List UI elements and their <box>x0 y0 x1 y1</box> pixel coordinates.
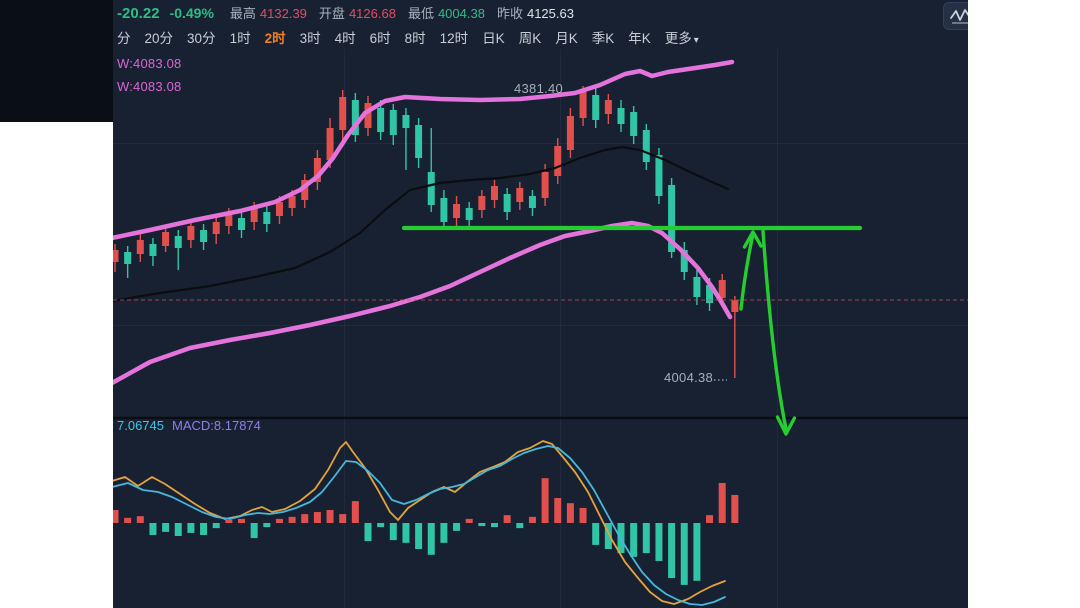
indicator-settings-button[interactable] <box>943 2 968 30</box>
tab-4时[interactable]: 4时 <box>334 31 356 46</box>
stat-最高: 最高 4132.39 <box>230 3 307 22</box>
macd-dea-line <box>111 445 726 606</box>
pulse-line-icon <box>950 9 968 24</box>
chevron-down-icon: ▾ <box>693 35 699 46</box>
stat-value: 4126.68 <box>348 6 396 21</box>
tab-2时[interactable]: 2时 <box>264 31 286 46</box>
down-arrowhead-icon <box>775 415 797 436</box>
gridlines <box>113 49 968 608</box>
tab-日K[interactable]: 日K <box>482 31 505 46</box>
band-value-label-2: W:4083.08 <box>117 79 182 94</box>
quote-stats-bar: -20.22 -0.49% 最高 4132.39 开盘 4126.68 最低 4004.3… <box>117 3 574 22</box>
stat-昨收: 昨收 4125.63 <box>497 3 574 22</box>
band-value-label-1: W:4083.08 <box>117 56 182 71</box>
macd-indicator-labels: 7.06745 MACD:8.17874 <box>117 418 261 433</box>
sell-signal-arrow-icon: ↓ <box>592 95 600 112</box>
stat-label: 最低 <box>407 6 434 21</box>
ma-mid-line <box>110 145 730 303</box>
tab-1时[interactable]: 1时 <box>229 31 251 46</box>
stat-label: 开盘 <box>318 6 345 21</box>
white-cover-left <box>0 122 113 608</box>
up-arrowhead-icon <box>742 230 763 249</box>
tab-3时[interactable]: 3时 <box>299 31 321 46</box>
tab-周K[interactable]: 周K <box>518 31 542 46</box>
macd-histogram <box>111 478 739 585</box>
stat-value: 4004.38 <box>437 6 485 21</box>
price-change-percent: -0.49% <box>169 5 214 21</box>
tab-月K[interactable]: 月K <box>555 31 578 46</box>
drawn-up-arrow[interactable] <box>739 232 755 311</box>
tab-6时[interactable]: 6时 <box>369 31 391 46</box>
tab-20分[interactable]: 20分 <box>144 31 174 46</box>
tab-12时[interactable]: 12时 <box>439 31 469 46</box>
stat-value: 4125.63 <box>526 6 574 21</box>
stat-开盘: 开盘 4126.68 <box>319 3 396 22</box>
timeframe-tabs: 分 20分 30分 1时 2时 3时 4时 6时 8时 12时 日K 周K 月K 季K 年K 更多 ▾ <box>117 27 699 47</box>
low-price-label: 4004.38 <box>664 370 714 385</box>
tab-分[interactable]: 分 <box>117 31 131 46</box>
stat-label: 昨收 <box>496 6 523 21</box>
peak-price-label: 4381.40 <box>514 81 564 96</box>
stat-label: 最高 <box>229 6 256 21</box>
boll-lower-band <box>109 220 733 386</box>
macd-dif-line <box>111 440 726 605</box>
chart-canvas[interactable]: ↓ <box>0 0 968 608</box>
boll-upper-band <box>109 59 735 241</box>
dea-value-label: 7.06745 <box>117 418 164 433</box>
macd-value-label: MACD:8.17874 <box>172 418 261 433</box>
stat-value: 4132.39 <box>259 6 307 21</box>
tab-30分[interactable]: 30分 <box>187 31 216 46</box>
tab-更多[interactable]: 更多 ▾ <box>664 31 699 46</box>
kline-app-window: ↓ -20.22 -0.49% 最高 4132.39 开盘 4126.68 最低 4004… <box>0 0 968 608</box>
tab-8时[interactable]: 8时 <box>404 31 426 46</box>
ohlc-stats: 最高 4132.39 开盘 4126.68 最低 4004.38 昨收 4125.63 <box>230 3 574 22</box>
tab-季K[interactable]: 季K <box>591 31 615 46</box>
tab-年K[interactable]: 年K <box>628 31 651 46</box>
stat-最低: 最低 4004.38 <box>408 3 485 22</box>
price-change: -20.22 <box>117 5 160 22</box>
candlestick-series <box>111 86 739 378</box>
drawn-down-arrow[interactable] <box>761 229 788 431</box>
